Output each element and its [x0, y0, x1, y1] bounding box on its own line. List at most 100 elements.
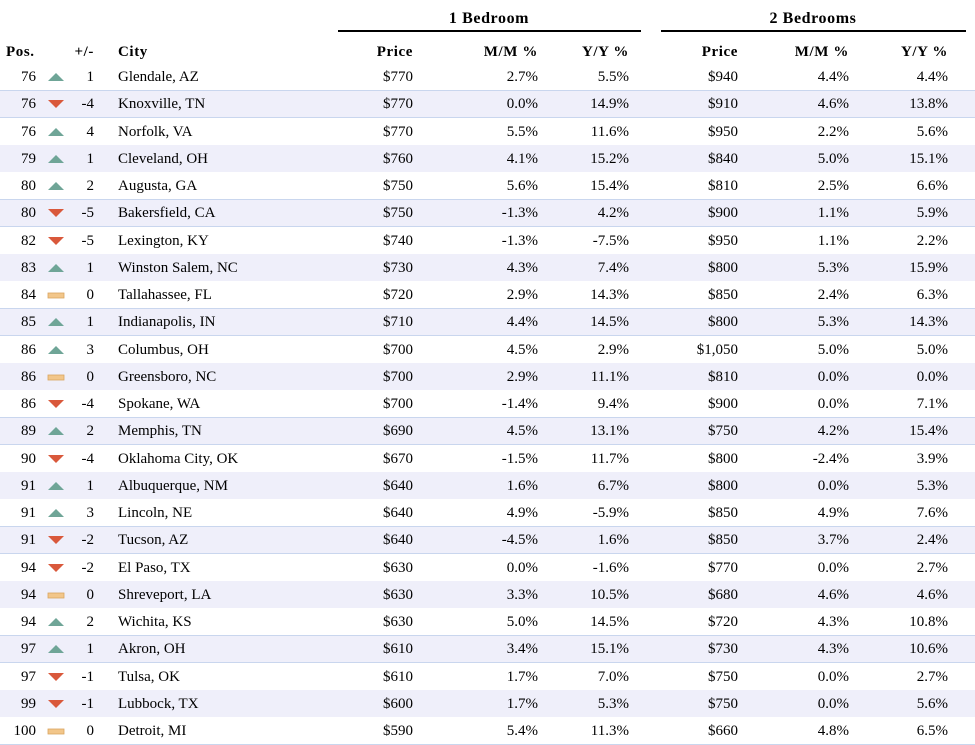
cell: 4.6%: [817, 96, 849, 113]
column-header: M/M %: [794, 44, 849, 60]
cell: $800: [708, 314, 738, 331]
cell: 1: [86, 150, 95, 167]
cell: 0.0%: [506, 96, 538, 113]
trend-icon: [48, 182, 64, 190]
cell: -2: [81, 532, 95, 549]
cell: 2: [86, 178, 95, 194]
cell: $840: [708, 150, 738, 167]
group-underline: [338, 30, 641, 32]
cell: 5.3%: [817, 259, 849, 276]
cell: $610: [383, 641, 413, 658]
cell: 5.3%: [916, 477, 948, 494]
cell: 0.0%: [817, 559, 849, 576]
row-band: [0, 145, 975, 173]
trend-icon: [48, 672, 64, 681]
cell: Oklahoma City, OK: [118, 450, 239, 467]
trend-icon: [48, 236, 64, 245]
cell: Indianapolis, IN: [118, 314, 216, 331]
column-header: Pos.: [6, 44, 35, 60]
row-band: [0, 90, 975, 118]
trend-icon: [48, 618, 64, 626]
cell: Cleveland, OH: [118, 150, 208, 167]
cell: 0: [86, 586, 95, 603]
trend-icon: [48, 563, 64, 572]
cell: $720: [708, 614, 738, 630]
cell: 4.3%: [506, 259, 538, 276]
cell: 2: [86, 423, 95, 440]
cell: Lincoln, NE: [118, 505, 193, 521]
cell: Akron, OH: [118, 641, 186, 658]
cell: 7.1%: [916, 396, 948, 412]
cell: Glendale, AZ: [118, 69, 199, 85]
row-band: [0, 172, 975, 200]
cell: 5.9%: [916, 205, 948, 222]
cell: 1: [86, 259, 95, 276]
cell: 4.9%: [817, 505, 849, 521]
cell: 0.0%: [817, 695, 849, 712]
trend-icon: [48, 73, 64, 81]
cell: $750: [383, 205, 413, 222]
column-header: Y/Y %: [900, 44, 948, 60]
row-band: [0, 472, 975, 500]
cell: $700: [383, 396, 413, 412]
cell: $700: [383, 341, 413, 358]
cell: 13.8%: [909, 96, 948, 113]
cell: 94: [21, 614, 36, 630]
trend-icon: [48, 481, 64, 490]
cell: Augusta, GA: [118, 178, 198, 194]
cell: 0.0%: [817, 668, 849, 685]
cell: Columbus, OH: [118, 341, 209, 358]
trend-icon: [48, 536, 64, 545]
cell: 2.4%: [916, 532, 948, 549]
cell: 76: [21, 96, 36, 113]
cell: 10.8%: [909, 614, 948, 630]
cell: 4.1%: [506, 150, 538, 167]
cell: 4: [86, 123, 95, 140]
cell: $770: [383, 69, 413, 85]
cell: 80: [21, 205, 36, 222]
cell: 100: [13, 723, 37, 739]
cell: 5.6%: [916, 695, 948, 712]
row-band: [0, 581, 975, 609]
cell: $900: [708, 396, 738, 412]
cell: 7.0%: [597, 668, 629, 685]
cell: $750: [708, 423, 738, 440]
cell: 4.3%: [817, 641, 849, 658]
cell: $810: [708, 178, 738, 194]
cell: Bakersfield, CA: [118, 205, 216, 222]
cell: 2.9%: [597, 341, 629, 358]
cell: $750: [383, 178, 413, 194]
cell: 10.6%: [909, 641, 948, 658]
trend-icon: [48, 127, 64, 136]
cell: 4.4%: [817, 69, 849, 85]
cell: 2.2%: [817, 123, 849, 140]
cell: 94: [21, 559, 36, 576]
row-band: [0, 717, 975, 745]
cell: $900: [708, 205, 738, 222]
trend-icon: [48, 154, 64, 163]
trend-icon: [48, 454, 64, 463]
cell: 86: [21, 341, 36, 358]
cell: 7.4%: [597, 259, 629, 276]
trend-icon: [47, 292, 65, 299]
cell: -7.5%: [592, 232, 629, 249]
cell: 4.2%: [817, 423, 849, 440]
row-band: [0, 281, 975, 309]
cell: -5: [81, 232, 95, 249]
cell: -1.3%: [501, 205, 538, 222]
cell: 99: [21, 695, 36, 712]
cell: $680: [708, 586, 738, 603]
cell: $630: [383, 559, 413, 576]
row-band: [0, 662, 975, 691]
cell: 6.3%: [916, 287, 948, 303]
cell: 0.0%: [506, 559, 538, 576]
cell: -5: [81, 205, 95, 222]
cell: 80: [21, 178, 36, 194]
cell: 0: [86, 368, 95, 385]
cell: 2.4%: [817, 287, 849, 303]
cell: 15.2%: [590, 150, 629, 167]
cell: Lubbock, TX: [118, 695, 199, 712]
cell: 10.5%: [590, 586, 629, 603]
cell: -5.9%: [592, 505, 629, 521]
